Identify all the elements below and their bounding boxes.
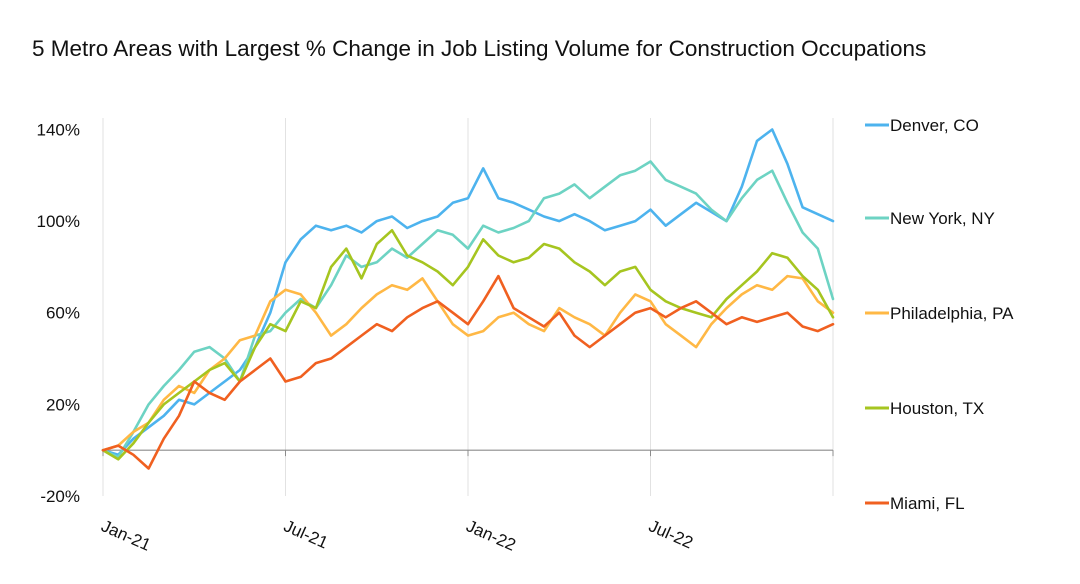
legend-item-4: Miami, FL [865, 494, 965, 513]
x-tick-label: Jan-22 [463, 516, 518, 555]
y-tick-label: 20% [46, 395, 80, 414]
legend-item-1: New York, NY [865, 209, 995, 228]
legend-item-0: Denver, CO [865, 116, 979, 135]
legend-item-3: Houston, TX [865, 399, 984, 418]
legend-label: Miami, FL [890, 494, 965, 513]
grid-layer [102, 118, 834, 496]
legend-label: Denver, CO [890, 116, 979, 135]
series-line-4 [101, 274, 835, 470]
series-line-2 [101, 274, 835, 452]
y-tick-label: 140% [37, 120, 80, 139]
y-tick-label: 60% [46, 304, 80, 323]
legend-item-2: Philadelphia, PA [865, 304, 1014, 323]
axis-layer: 140% 100% 60% 20% -20% Jan-21 Jul-21 Jan-22 Jul-… [37, 120, 834, 555]
legend-label: New York, NY [890, 209, 995, 228]
y-tick-label: -20% [40, 487, 80, 506]
chart-title: 5 Metro Areas with Largest % Change in J… [32, 36, 927, 61]
series-layer [101, 128, 835, 470]
y-tick-label: 100% [37, 212, 80, 231]
legend: Denver, CO New York, NY Philadelphia, PA Ho… [865, 116, 1014, 513]
x-tick-label: Jul-22 [646, 516, 696, 552]
legend-label: Houston, TX [890, 399, 984, 418]
x-tick-label: Jul-21 [281, 516, 331, 552]
series-line-3 [101, 229, 835, 461]
x-tick-label: Jan-21 [98, 516, 153, 555]
legend-label: Philadelphia, PA [890, 304, 1014, 323]
series-line-0 [101, 128, 835, 457]
